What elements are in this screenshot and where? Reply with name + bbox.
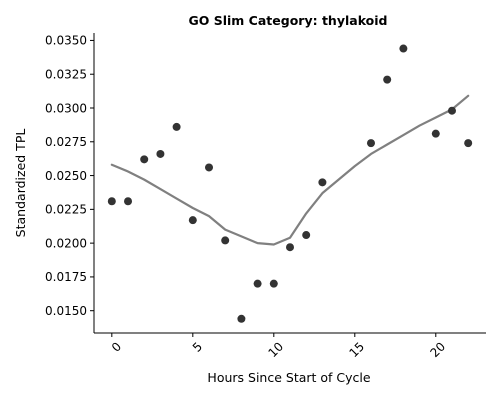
x-tick-label: 15 [346, 339, 367, 360]
data-point [383, 75, 392, 84]
trend-line [110, 94, 470, 246]
data-point [302, 231, 311, 240]
y-tick-label: 0.0325 [45, 68, 87, 82]
data-point [156, 149, 165, 158]
y-tick-label: 0.0175 [45, 270, 87, 284]
y-tick-label: 0.0350 [45, 34, 87, 48]
data-point [431, 129, 440, 138]
data-point [237, 314, 246, 323]
data-point [269, 279, 278, 288]
y-tick-label: 0.0300 [45, 101, 87, 115]
data-point [318, 178, 327, 187]
data-point [140, 155, 149, 164]
x-tick-label: 20 [427, 339, 448, 360]
data-point [253, 279, 262, 288]
x-axis-ticks: 0 5 10 15 20 [109, 333, 448, 360]
y-tick-label: 0.0150 [45, 304, 87, 318]
data-point [447, 106, 456, 115]
data-point [464, 139, 473, 148]
x-tick-label: 0 [109, 339, 124, 354]
y-tick-label: 0.0200 [45, 236, 87, 250]
x-axis-label: Hours Since Start of Cycle [207, 370, 370, 385]
chart-title: GO Slim Category: thylakoid [189, 13, 388, 28]
y-tick-label: 0.0225 [45, 203, 87, 217]
data-point [172, 122, 181, 131]
data-points-layer [107, 44, 473, 323]
data-point [399, 44, 408, 53]
data-point [188, 216, 197, 225]
trend-line-layer [110, 94, 470, 246]
data-point [205, 163, 214, 172]
y-axis-label: Standardized TPL [13, 129, 28, 238]
y-tick-label: 0.0275 [45, 135, 87, 149]
data-point [366, 139, 375, 148]
data-point [286, 243, 294, 252]
x-tick-label: 5 [190, 339, 205, 354]
y-axis-ticks: 0.0150 0.0175 0.0200 0.0225 0.0250 0.0275 0.03… [45, 34, 94, 318]
y-tick-label: 0.0250 [45, 169, 87, 183]
data-point [221, 236, 230, 245]
x-tick-label: 10 [265, 339, 286, 360]
data-point [107, 197, 116, 206]
data-point [124, 197, 133, 206]
